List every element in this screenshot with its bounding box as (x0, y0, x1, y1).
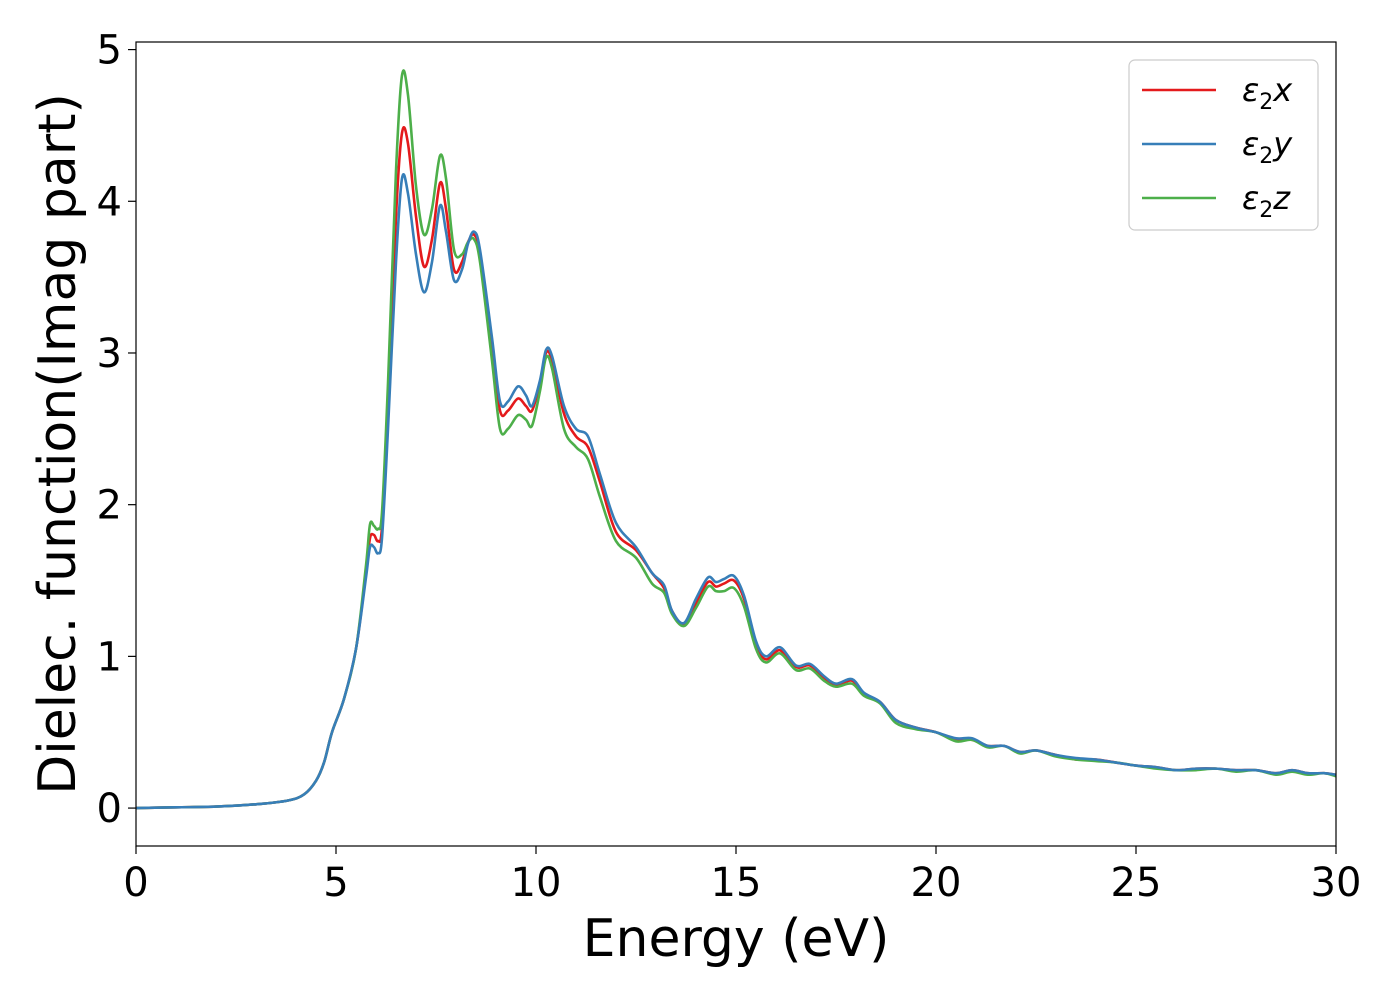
x-axis: 0 5 10 15 20 25 30 (123, 846, 1361, 906)
legend-entry-z: ε2z (1142, 179, 1291, 223)
y-tick-label: 0 (97, 786, 122, 832)
y-tick-label: 1 (97, 634, 122, 680)
x-tick-label: 10 (511, 860, 562, 906)
legend-label: ε2y (1242, 125, 1293, 169)
series-line-z (136, 69, 1336, 810)
series-line-y (136, 173, 1336, 810)
y-axis: 0 1 2 3 4 5 (97, 28, 136, 832)
legend-label: ε2x (1242, 71, 1293, 115)
x-tick-label: 0 (123, 860, 148, 906)
legend-label: ε2z (1242, 179, 1291, 223)
y-tick-label: 2 (97, 483, 122, 529)
y-axis-label: Dielec. function(Imag part) (28, 93, 88, 795)
legend-entry-x: ε2x (1142, 71, 1293, 115)
x-tick-label: 5 (323, 860, 348, 906)
legend-box (1128, 59, 1319, 231)
legend: ε2x ε2y ε2z (1128, 59, 1319, 231)
legend-entry-y: ε2y (1142, 125, 1293, 169)
y-tick-label: 5 (97, 28, 122, 74)
y-tick-label: 3 (97, 331, 122, 377)
x-tick-label: 30 (1311, 860, 1362, 906)
x-axis-label: Energy (eV) (583, 909, 890, 969)
series-lines (136, 69, 1336, 810)
x-tick-label: 15 (711, 860, 762, 906)
x-tick-label: 25 (1111, 860, 1162, 906)
x-tick-label: 20 (911, 860, 962, 906)
y-tick-label: 4 (97, 179, 122, 225)
